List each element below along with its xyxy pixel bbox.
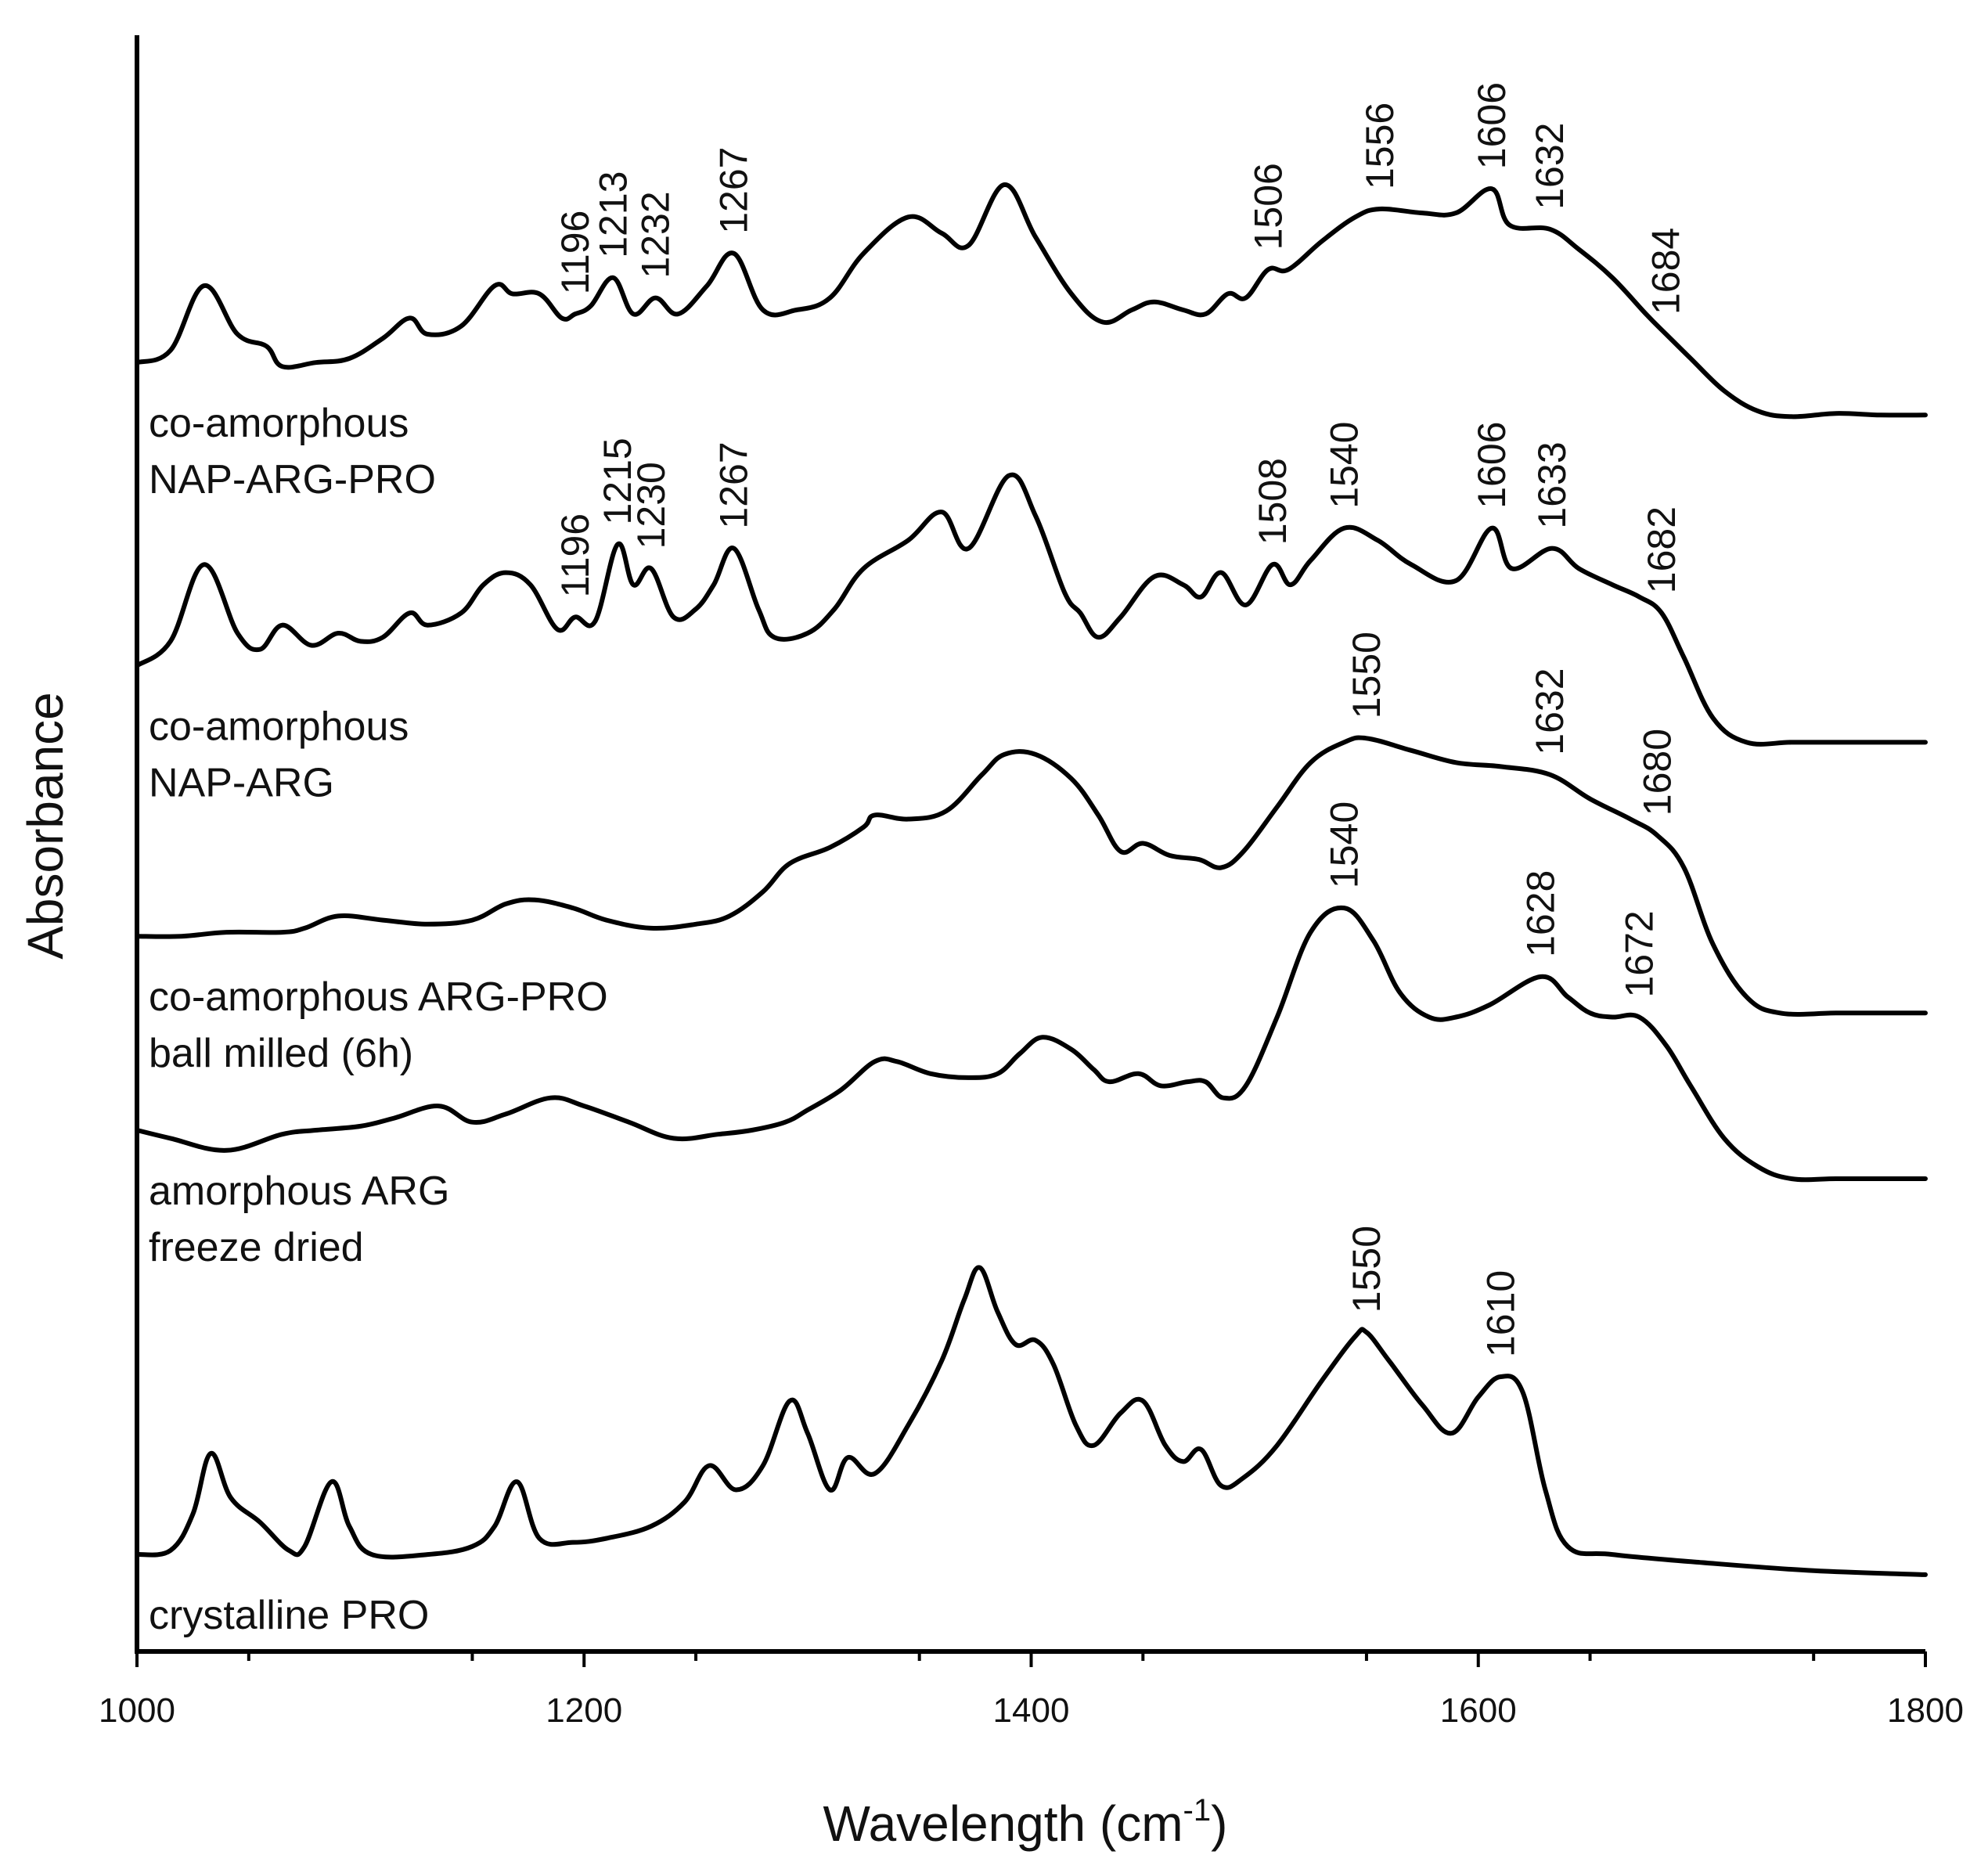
- peak-label: 1267: [712, 147, 756, 234]
- series-label-line: freeze dried: [149, 1225, 364, 1270]
- peak-label: 1230: [629, 462, 673, 549]
- series-label-line: NAP-ARG: [149, 760, 334, 805]
- series-layer: co-amorphous NAP-ARG-PRO co-amorphous NAP-A…: [135, 182, 1928, 1638]
- peak-label: 1633: [1530, 441, 1574, 528]
- peak-label: 1632: [1528, 123, 1572, 210]
- x-tick-label: 1600: [1440, 1691, 1517, 1730]
- series-label-line: co-amorphous ARG-PRO: [149, 974, 608, 1020]
- series-label-line: amorphous ARG: [149, 1169, 449, 1214]
- series-line-2: [135, 472, 1928, 747]
- series-line-5: [135, 1265, 1928, 1577]
- peak-label: 1680: [1635, 729, 1679, 816]
- peak-label: 1606: [1470, 422, 1514, 509]
- x-axis-title-close: ): [1211, 1795, 1227, 1852]
- series-label-3: co-amorphous ARG-PRO ball milled (6h): [149, 974, 608, 1076]
- peak-label: 1196: [553, 513, 597, 598]
- peak-label: 1232: [634, 191, 678, 278]
- series-label-1: co-amorphous NAP-ARG-PRO: [149, 401, 436, 502]
- x-axis-title: Wavelength (cm-1): [823, 1793, 1228, 1852]
- series-line-3: [135, 735, 1928, 1017]
- peak-label: 1550: [1345, 1226, 1388, 1313]
- peak-label: 1684: [1644, 228, 1688, 315]
- peak-label: 1556: [1358, 103, 1402, 189]
- peak-label: 1606: [1470, 82, 1514, 169]
- peak-label: 1682: [1640, 506, 1684, 593]
- series-label-line: crystalline PRO: [149, 1593, 429, 1638]
- series-line-1: [135, 182, 1928, 420]
- peak-label: 1215: [596, 438, 639, 524]
- series-label-line: NAP-ARG-PRO: [149, 457, 436, 502]
- peak-label: 1672: [1617, 910, 1661, 997]
- axes: 1000 1200 1400 1600 1800: [99, 35, 1964, 1730]
- series-line-4: [135, 905, 1928, 1183]
- x-tick-label: 1000: [99, 1691, 175, 1730]
- series-label-5: crystalline PRO: [149, 1593, 429, 1638]
- y-axis-title: Absorbance: [17, 692, 74, 960]
- x-axis-title-main: Wavelength (cm: [823, 1795, 1183, 1852]
- peak-label: 1540: [1322, 801, 1366, 888]
- series-label-4: amorphous ARG freeze dried: [149, 1169, 449, 1270]
- series-label-2: co-amorphous NAP-ARG: [149, 704, 409, 805]
- peak-label: 1196: [553, 211, 597, 295]
- series-label-line: co-amorphous: [149, 704, 409, 749]
- peak-label: 1267: [712, 441, 756, 528]
- series-label-line: co-amorphous: [149, 401, 409, 446]
- series-label-line: ball milled (6h): [149, 1031, 413, 1076]
- x-tick-label: 1800: [1887, 1691, 1964, 1730]
- peak-label: 1610: [1478, 1270, 1522, 1357]
- peak-label: 1628: [1519, 870, 1563, 957]
- peak-label: 1632: [1528, 668, 1572, 755]
- peak-label: 1550: [1345, 632, 1388, 719]
- x-tick-label: 1400: [993, 1691, 1070, 1730]
- peak-label: 1540: [1322, 422, 1366, 509]
- peak-label: 1213: [591, 171, 635, 258]
- x-tick-label: 1200: [546, 1691, 622, 1730]
- x-axis-title-sup: -1: [1183, 1793, 1212, 1828]
- peak-label: 1508: [1251, 458, 1295, 545]
- peak-label: 1506: [1246, 163, 1290, 250]
